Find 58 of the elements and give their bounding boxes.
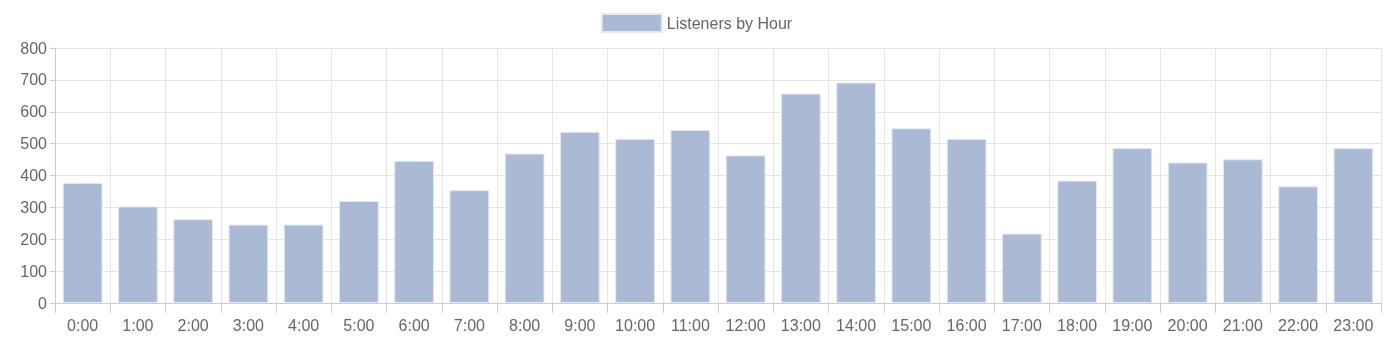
- y-tick-label: 800: [20, 39, 48, 57]
- x-tick-label: 4:00: [288, 316, 320, 334]
- y-tick-label: 500: [20, 135, 48, 153]
- x-tick-label: 1:00: [122, 316, 154, 334]
- x-tick-label: 20:00: [1167, 316, 1208, 334]
- x-tick-label: 10:00: [615, 316, 656, 334]
- bar: [173, 219, 214, 303]
- bar: [117, 206, 158, 303]
- x-tick-label: 0:00: [67, 316, 99, 334]
- bar: [780, 93, 821, 303]
- x-tick-label: 19:00: [1112, 316, 1153, 334]
- bar: [1112, 148, 1153, 303]
- bar: [394, 160, 435, 303]
- bar: [228, 224, 269, 303]
- bar: [504, 153, 545, 303]
- x-tick-label: 17:00: [1001, 316, 1042, 334]
- bar: [1001, 233, 1042, 303]
- x-tick-label: 5:00: [343, 316, 375, 334]
- bar: [283, 224, 324, 303]
- bar: [1222, 159, 1263, 303]
- x-tick-label: 8:00: [509, 316, 541, 334]
- x-tick-label: 22:00: [1278, 316, 1319, 334]
- bar: [338, 201, 379, 303]
- x-tick-label: 13:00: [780, 316, 821, 334]
- bar: [1333, 148, 1374, 303]
- legend-label: Listeners by Hour: [666, 14, 793, 32]
- bar: [1057, 180, 1098, 303]
- x-tick-label: 3:00: [232, 316, 265, 334]
- y-tick-label: 400: [20, 167, 48, 184]
- bar: [836, 82, 877, 303]
- x-tick-label: 6:00: [398, 316, 430, 334]
- bar: [946, 138, 987, 303]
- x-tick-label: 11:00: [670, 316, 710, 334]
- bar: [449, 190, 490, 303]
- bar: [615, 138, 656, 303]
- y-tick-label: 0: [38, 294, 48, 312]
- y-tick-label: 200: [20, 230, 48, 248]
- bar: [891, 128, 932, 303]
- x-tick-label: 7:00: [453, 316, 486, 334]
- y-tick-label: 600: [20, 103, 48, 121]
- x-tick-label: 21:00: [1222, 316, 1263, 334]
- x-tick-label: 16:00: [946, 316, 987, 334]
- bar: [1167, 162, 1208, 303]
- x-tick-label: 14:00: [836, 316, 877, 334]
- bar: [559, 131, 600, 303]
- x-tick-label: 15:00: [891, 316, 932, 334]
- y-tick-label: 100: [20, 262, 48, 280]
- bar: [670, 129, 711, 303]
- y-tick-label: 700: [20, 71, 48, 89]
- bar: [62, 182, 103, 303]
- x-tick-label: 9:00: [564, 316, 596, 334]
- x-tick-label: 23:00: [1333, 316, 1374, 334]
- x-tick-label: 2:00: [177, 316, 209, 334]
- x-tick-label: 12:00: [725, 316, 766, 334]
- bar: [725, 155, 766, 303]
- x-tick-label: 18:00: [1057, 316, 1098, 334]
- y-tick-label: 300: [20, 198, 48, 216]
- bar: [1278, 186, 1319, 303]
